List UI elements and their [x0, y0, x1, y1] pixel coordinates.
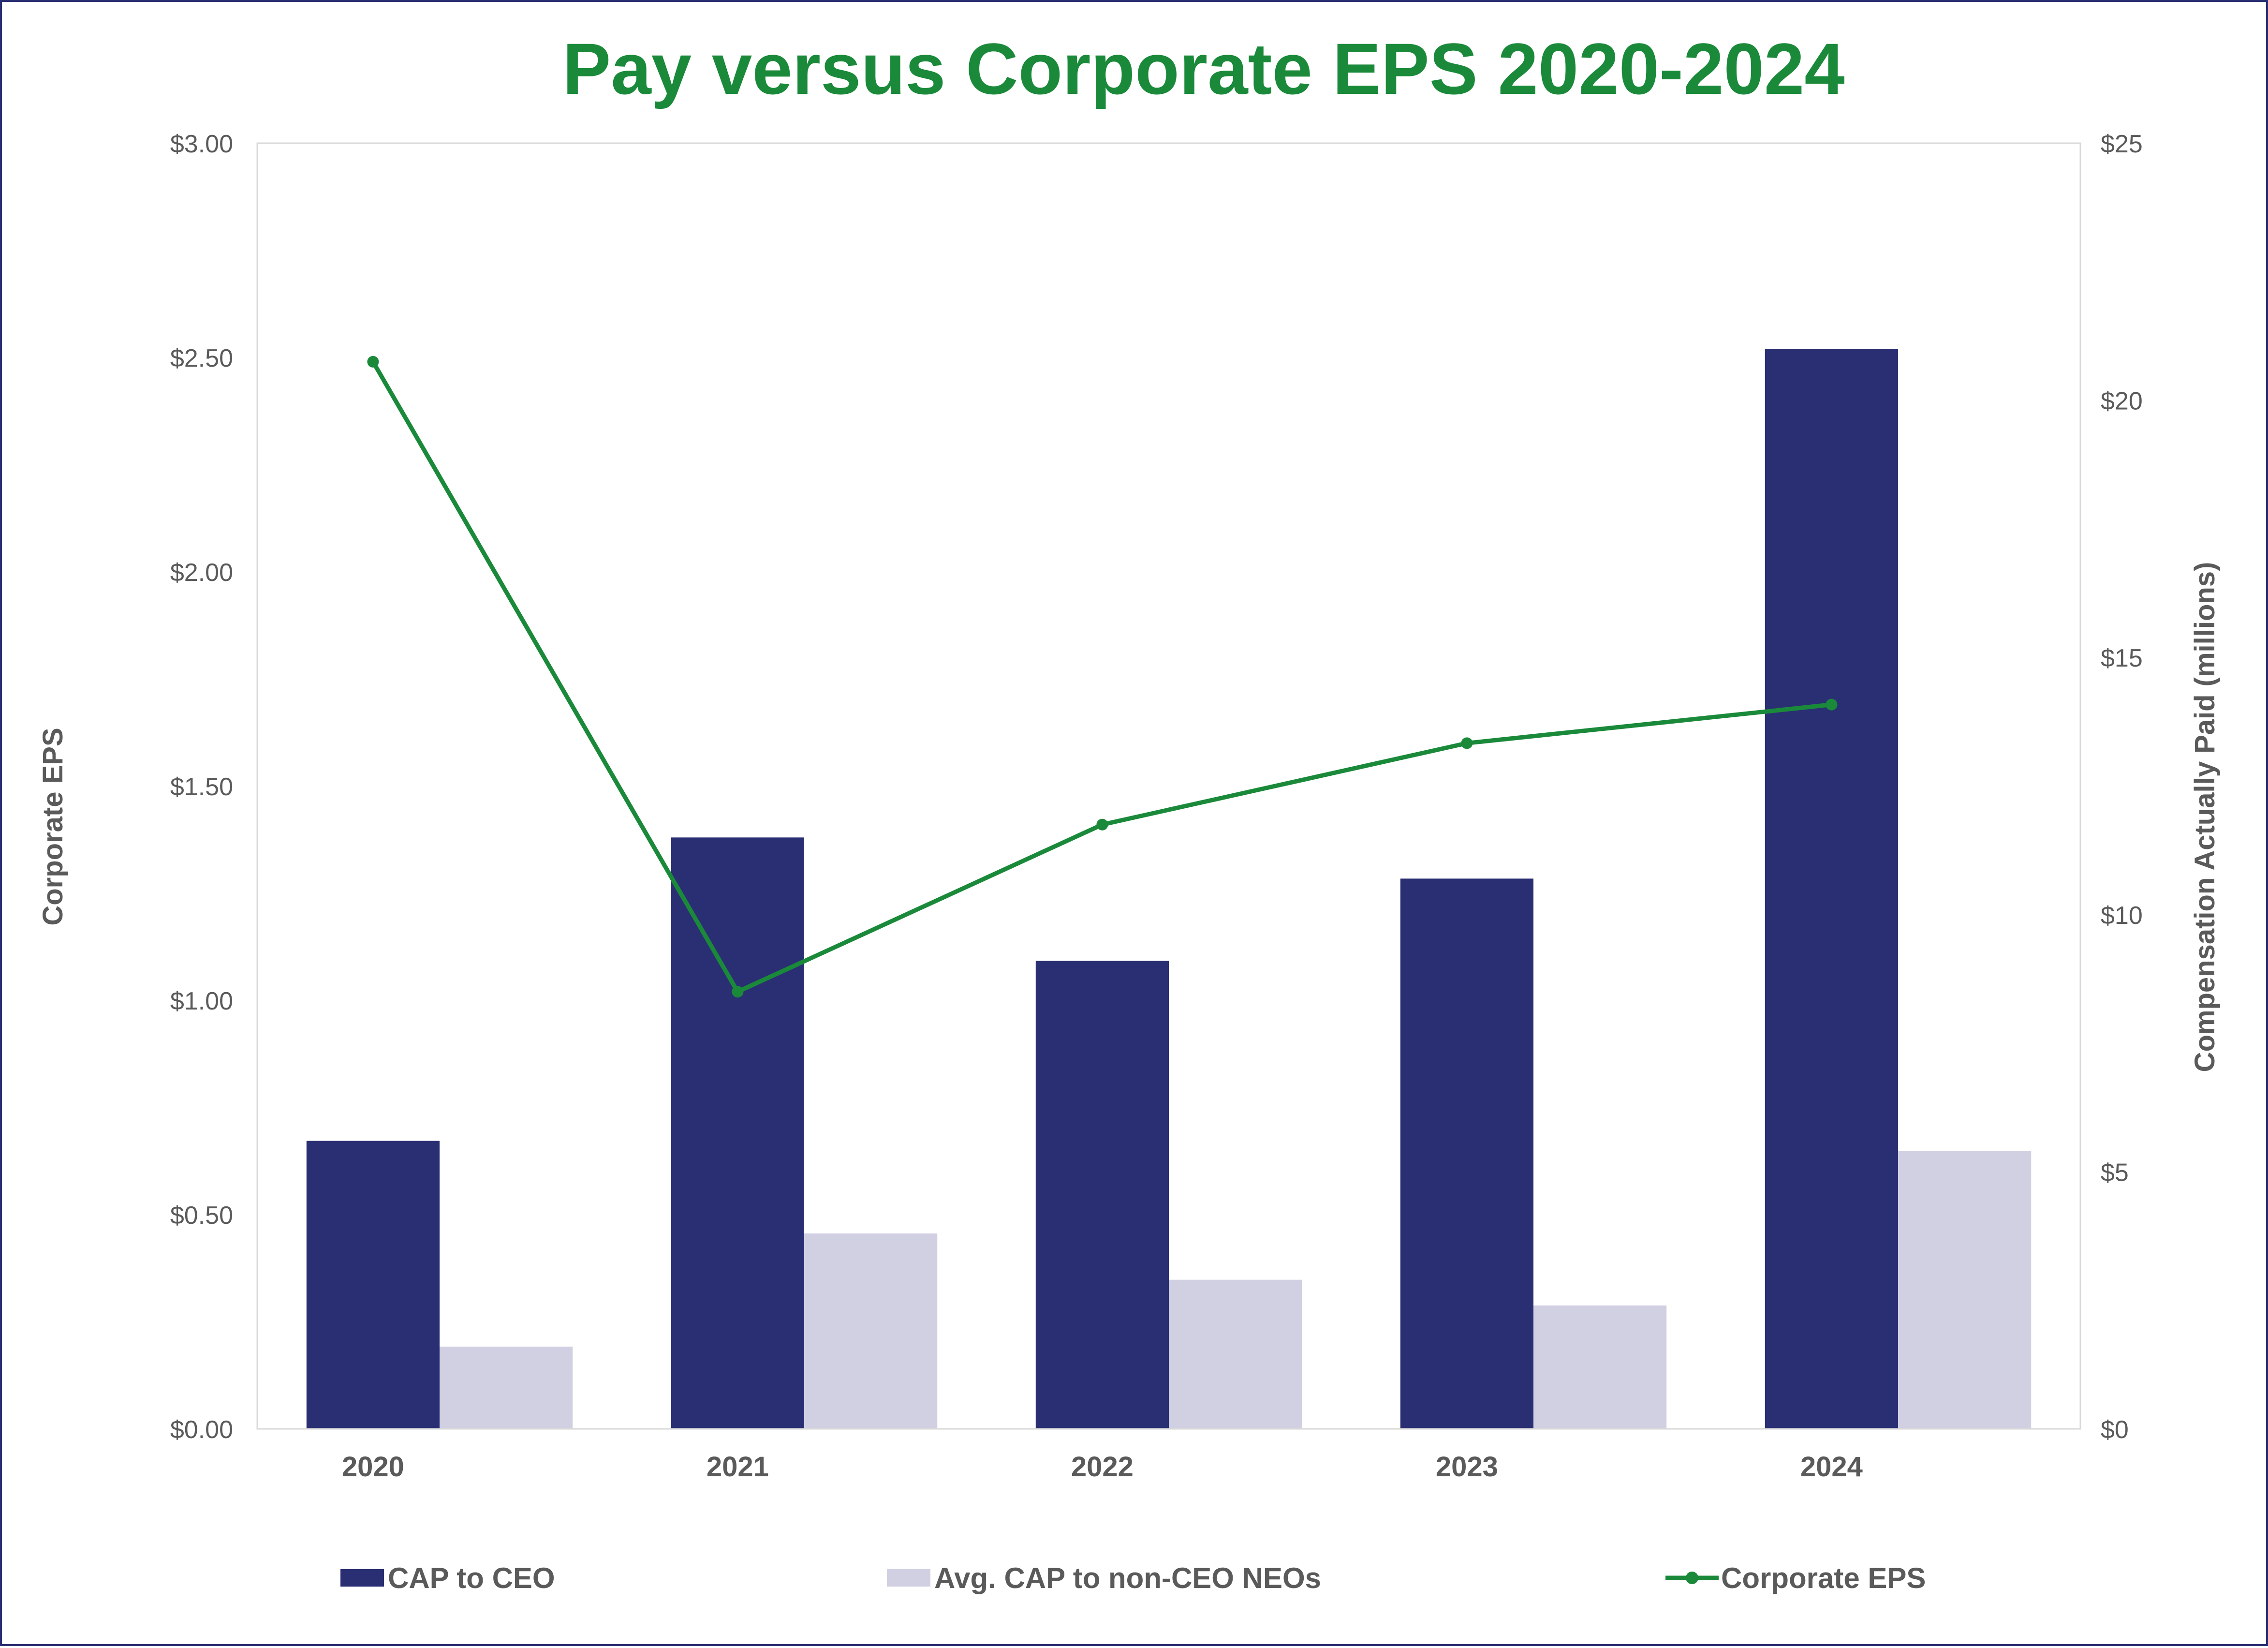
legend-swatch-eps-marker — [1686, 1572, 1698, 1584]
category-label-2022: 2022 — [1071, 1451, 1134, 1483]
legend-swatch-neo — [887, 1569, 930, 1587]
bar-neo-2024 — [1898, 1151, 2032, 1429]
bar-ceo-2024 — [1765, 349, 1898, 1429]
eps-point-2023 — [1461, 737, 1473, 749]
legend: CAP to CEO Avg. CAP to non-CEO NEOs Corp… — [340, 1562, 1926, 1594]
left-tick-label: $1.00 — [170, 987, 233, 1015]
left-axis-title: Corporate EPS — [37, 727, 69, 925]
left-tick-label: $1.50 — [170, 773, 233, 801]
right-axis-ticks: $0 $5 $10 $15 $20 $25 — [2101, 130, 2143, 1444]
eps-point-2024 — [1826, 698, 1838, 711]
legend-label-eps: Corporate EPS — [1721, 1562, 1926, 1594]
bar-ceo-2020 — [306, 1141, 440, 1429]
eps-point-2020 — [367, 356, 379, 368]
left-tick-label: $3.00 — [170, 130, 233, 158]
bar-neo-2023 — [1533, 1305, 1667, 1429]
bars-layer — [257, 349, 2080, 1430]
bar-neo-2022 — [1169, 1279, 1302, 1429]
eps-point-2022 — [1096, 818, 1108, 831]
bar-neo-2020 — [440, 1346, 573, 1429]
right-tick-label: $15 — [2101, 644, 2143, 672]
category-label-2020: 2020 — [342, 1451, 404, 1483]
left-axis-ticks: $0.00 $0.50 $1.00 $1.50 $2.00 $2.50 $3.00 — [170, 130, 233, 1444]
category-label-2023: 2023 — [1436, 1451, 1498, 1483]
bar-ceo-2023 — [1400, 878, 1533, 1429]
category-axis-labels: 2020 2021 2022 2023 2024 — [342, 1451, 1863, 1483]
left-tick-label: $2.00 — [170, 559, 233, 587]
left-tick-label: $0.00 — [170, 1416, 233, 1444]
legend-label-neo: Avg. CAP to non-CEO NEOs — [934, 1562, 1321, 1594]
eps-line-layer — [367, 356, 1838, 998]
category-label-2024: 2024 — [1800, 1451, 1863, 1483]
left-tick-label: $2.50 — [170, 344, 233, 372]
eps-line — [371, 360, 1832, 994]
eps-point-2021 — [732, 986, 744, 998]
right-tick-label: $10 — [2101, 902, 2143, 930]
right-tick-label: $20 — [2101, 387, 2143, 416]
left-tick-label: $0.50 — [170, 1202, 233, 1230]
bar-ceo-2022 — [1035, 961, 1169, 1429]
legend-label-ceo: CAP to CEO — [388, 1562, 555, 1594]
right-tick-label: $25 — [2101, 130, 2143, 158]
right-axis-title: Compensation Actually Paid (millions) — [2189, 562, 2221, 1072]
category-label-2021: 2021 — [707, 1451, 769, 1483]
right-tick-label: $5 — [2101, 1158, 2129, 1187]
right-tick-label: $0 — [2101, 1416, 2129, 1444]
bar-neo-2021 — [804, 1233, 938, 1429]
bar-ceo-2021 — [671, 837, 804, 1429]
legend-swatch-ceo — [340, 1569, 384, 1587]
chart-title: Pay versus Corporate EPS 2020-2024 — [562, 28, 1845, 109]
